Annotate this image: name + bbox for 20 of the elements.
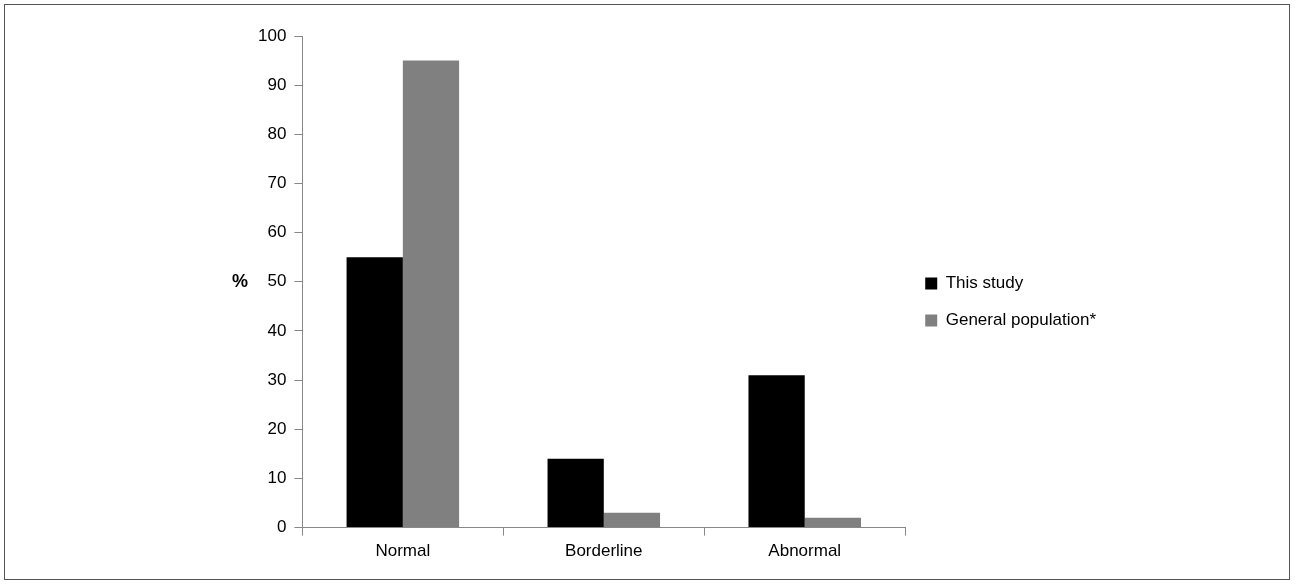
- y-tick-label: 80: [267, 124, 287, 144]
- y-tick-label: 10: [267, 468, 287, 488]
- bar: [748, 375, 805, 528]
- y-tick-label: 20: [267, 418, 287, 438]
- y-tick-label: 40: [267, 320, 287, 340]
- y-tick-label: 90: [267, 74, 287, 94]
- y-tick-label: 50: [267, 271, 287, 291]
- x-tick-label: Borderline: [565, 541, 643, 561]
- x-tick-label: Normal: [375, 541, 431, 561]
- legend-label: This study: [945, 273, 1024, 293]
- y-tick-label: 30: [267, 369, 287, 389]
- y-axis-title: %: [231, 270, 249, 291]
- x-tick-label: Abnormal: [768, 541, 842, 561]
- y-tick-label: 0: [276, 517, 287, 537]
- bar: [346, 257, 403, 528]
- y-tick-label: 70: [267, 173, 287, 193]
- bar: [547, 458, 604, 528]
- legend-label: General population*: [945, 310, 1097, 330]
- y-tick-label: 60: [267, 222, 287, 242]
- y-tick-label: 100: [257, 25, 287, 45]
